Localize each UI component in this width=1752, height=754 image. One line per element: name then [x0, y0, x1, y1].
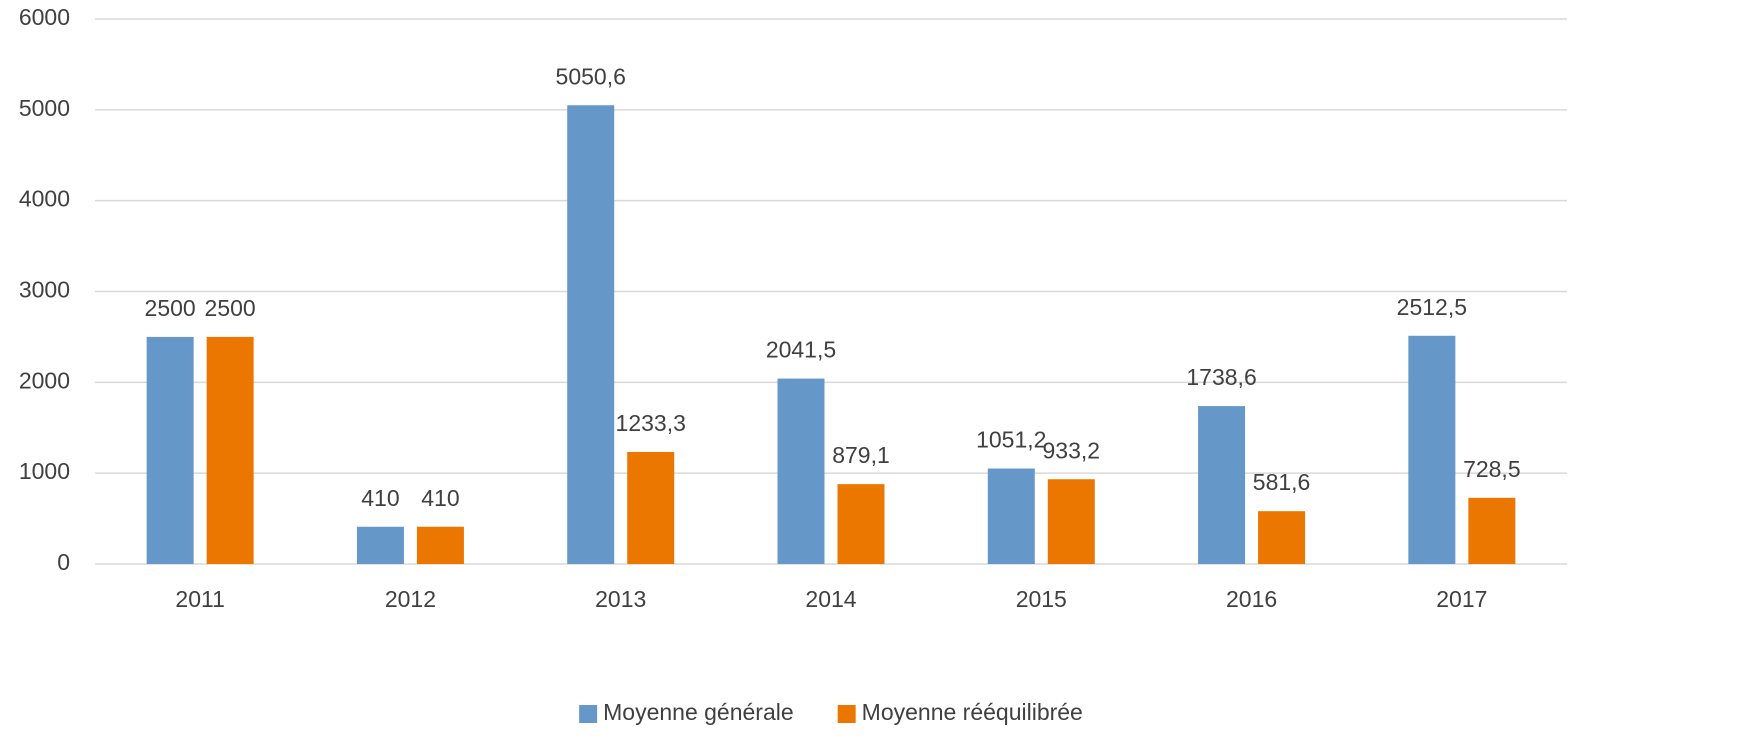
data-label: 1738,6 — [1186, 364, 1256, 390]
y-tick-label: 6000 — [19, 4, 70, 30]
data-label: 1233,3 — [616, 410, 686, 436]
bar — [777, 378, 825, 564]
x-tick-label: 2015 — [1016, 586, 1067, 612]
legend-swatch — [579, 705, 598, 723]
bar — [1468, 497, 1516, 564]
data-label: 2500 — [145, 295, 196, 321]
x-tick-label: 2012 — [385, 586, 436, 612]
data-label: 2041,5 — [766, 337, 836, 363]
x-tick-label: 2016 — [1226, 586, 1277, 612]
y-tick-label: 5000 — [19, 95, 70, 121]
bar — [206, 336, 254, 564]
y-tick-label: 3000 — [19, 277, 70, 303]
x-tick-label: 2011 — [175, 586, 224, 612]
bar — [1258, 511, 1306, 564]
y-tick-label: 2000 — [19, 367, 70, 393]
bar — [1047, 479, 1095, 564]
data-label: 410 — [421, 485, 459, 511]
data-label: 581,6 — [1253, 469, 1311, 495]
y-tick-label: 1000 — [19, 458, 70, 484]
y-tick-label: 4000 — [19, 186, 70, 212]
bar — [146, 336, 194, 564]
legend-label: Moyenne rééquilibrée — [862, 699, 1083, 725]
bar — [987, 468, 1035, 564]
bar — [416, 526, 464, 564]
data-label: 5050,6 — [556, 63, 626, 89]
bar — [627, 451, 675, 564]
data-label: 879,1 — [832, 442, 890, 468]
data-label: 410 — [361, 485, 399, 511]
data-label: 933,2 — [1043, 437, 1101, 463]
data-label: 1051,2 — [976, 427, 1046, 453]
data-label: 728,5 — [1463, 456, 1521, 482]
bar — [567, 105, 615, 564]
bar — [356, 526, 404, 564]
x-tick-label: 2017 — [1436, 586, 1487, 612]
x-tick-label: 2014 — [805, 586, 856, 612]
bar — [1408, 335, 1456, 564]
legend-swatch — [837, 705, 856, 723]
bar — [1198, 406, 1246, 564]
data-label: 2500 — [205, 295, 256, 321]
data-label: 2512,5 — [1397, 294, 1467, 320]
bar — [837, 484, 885, 564]
x-tick-label: 2013 — [595, 586, 646, 612]
y-tick-label: 0 — [57, 549, 70, 575]
legend-label: Moyenne générale — [603, 699, 794, 725]
